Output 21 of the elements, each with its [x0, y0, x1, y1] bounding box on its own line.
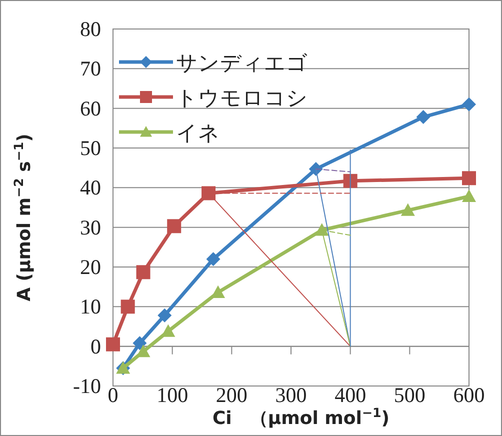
- y-tick-label: -10: [73, 374, 101, 398]
- y-tick-label: 20: [80, 255, 101, 279]
- legend-label: イネ: [176, 121, 220, 145]
- x-tick-label: 400: [334, 383, 366, 407]
- legend-label: サンディエゴ: [176, 51, 308, 75]
- x-axis-title: Ci （μmol mol$^{−1}$): [212, 404, 390, 429]
- y-tick-label: 70: [80, 56, 101, 81]
- y-tick-label: 80: [80, 17, 101, 41]
- y-tick-label: 30: [80, 215, 101, 240]
- x-tick-label: 200: [216, 383, 248, 407]
- x-tick-label: 500: [394, 383, 426, 407]
- legend-label: トウモロコシ: [176, 86, 308, 110]
- x-tick-label: 600: [453, 383, 485, 407]
- y-tick-label: 60: [80, 96, 101, 120]
- y-tick-label: 40: [80, 176, 101, 200]
- y-tick-label: 50: [80, 136, 101, 160]
- y-tick-label: 0: [90, 334, 101, 358]
- x-tick-label: 300: [275, 383, 307, 407]
- y-tick-label: 10: [80, 294, 101, 319]
- x-tick-label: 0: [108, 383, 118, 407]
- x-tick-label: 100: [156, 383, 188, 407]
